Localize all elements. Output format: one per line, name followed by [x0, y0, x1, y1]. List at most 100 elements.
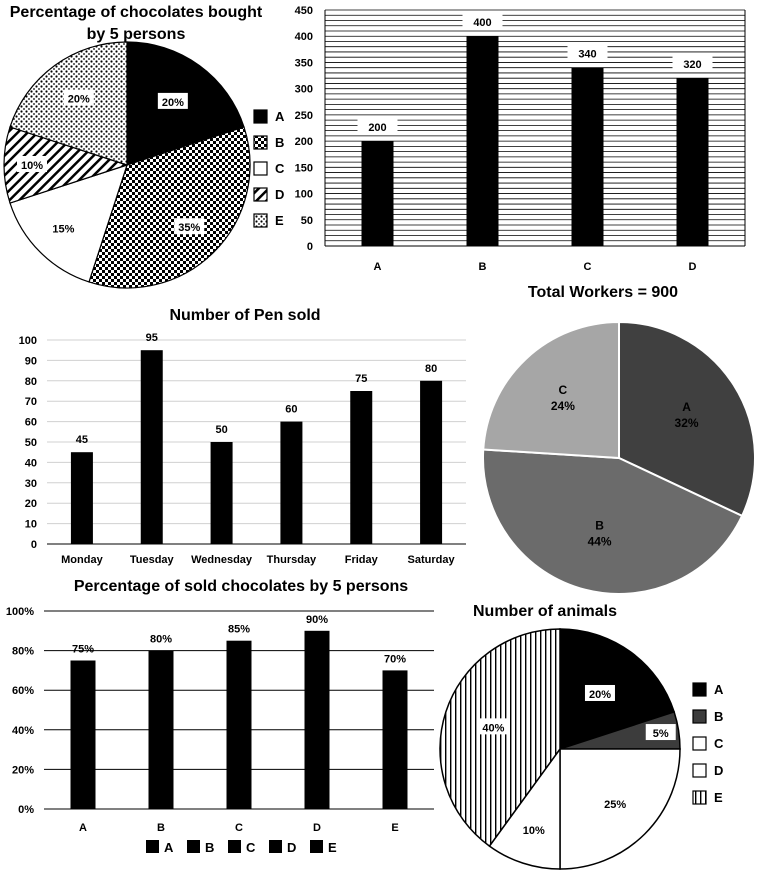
chart5-y-tick-label: 20%	[12, 764, 34, 776]
chart6-legend-swatch-c	[692, 736, 707, 751]
chart6-value-box-a	[584, 684, 615, 701]
chart3-value-label-monday: 45	[76, 434, 88, 446]
chart3-y-tick-label: 30	[25, 478, 37, 490]
chart6-slice-value-a: 20%	[589, 689, 611, 701]
chart5-category-label-d: D	[313, 822, 321, 834]
chart2-bar-chart: 0 50 100 150 200 250 300 350 400 450 200 A 400 B 340 C 3…	[295, 5, 746, 273]
chart5-legend-swatch-b	[187, 840, 200, 853]
chart3-value-label-wednesday: 50	[215, 424, 227, 436]
chart1-slice-value-a: 20%	[162, 97, 184, 109]
chart5-category-label-c: C	[235, 822, 243, 834]
chart6-legend-label-a: A	[714, 682, 724, 697]
chart3-pen-sold-bar: 0 10 20 30 40 50 60 70 80 90 100 45 Monday 95 Tuesday 5…	[19, 332, 466, 566]
chart1-legend-label-a: A	[275, 109, 285, 124]
chart3-value-label-tuesday: 95	[146, 332, 158, 344]
chart5-y-tick-label: 0%	[18, 804, 34, 816]
chart6-slice-value-b: 5%	[653, 728, 669, 740]
chart5-category-label-b: B	[157, 822, 165, 834]
chart3-y-tick-label: 60	[25, 417, 37, 429]
chart3-category-label-saturday: Saturday	[408, 554, 456, 566]
chart2-bar-a	[361, 141, 394, 246]
chart2-bar-b	[466, 36, 499, 246]
chart5-y-tick-label: 80%	[12, 646, 34, 658]
chart1-legend-label-b: B	[275, 135, 284, 150]
chart6-slice-a	[559, 628, 676, 751]
chart3-category-label-tuesday: Tuesday	[130, 554, 175, 566]
chart3-y-tick-label: 40	[25, 457, 37, 469]
chart3-category-label-wednesday: Wednesday	[191, 554, 253, 566]
chart2-y-tick-label: 350	[295, 57, 313, 69]
chart1-legend-swatch-e	[253, 213, 268, 228]
chart5-title: Percentage of sold chocolates by 5 perso…	[74, 578, 408, 595]
chart5-category-label-a: A	[79, 822, 87, 834]
chart2-y-tick-label: 50	[301, 215, 313, 227]
chart3-y-tick-label: 70	[25, 396, 37, 408]
chart5-legend-swatch-c	[228, 840, 241, 853]
chart5-bar-b	[148, 650, 174, 809]
chart6-value-box-e	[478, 718, 509, 735]
chart2-y-tick-label: 150	[295, 162, 313, 174]
chart3-bar-thursday	[280, 421, 303, 544]
chart4-slice-b	[482, 448, 744, 595]
chart1-slice-value-c: 15%	[52, 224, 74, 236]
chart5-value-label-c: 85%	[228, 624, 250, 636]
chart5-legend-label-e: E	[328, 840, 337, 855]
chart2-category-label-d: D	[689, 261, 697, 273]
chart2-y-tick-label: 200	[295, 136, 313, 148]
chart6-slice-value-d: 10%	[523, 825, 545, 837]
chart4-slice-label-a: A	[682, 400, 691, 414]
chart4-slice-c	[482, 320, 620, 460]
chart5-value-label-b: 80%	[150, 634, 172, 646]
chart1-legend-label-c: C	[275, 161, 285, 176]
chart4-slice-label-b: B	[595, 519, 604, 533]
chart3-value-label-friday: 75	[355, 373, 367, 385]
chart5-sold-chocolates-bar: 0%20%40%60%80%100%75%A80%B85%C90%D70%EA B…	[6, 606, 434, 855]
chart5-y-tick-label: 100%	[6, 606, 34, 618]
chart6-legend-label-b: B	[714, 709, 723, 724]
chart6-slice-e	[439, 628, 561, 848]
chart3-y-tick-label: 90	[25, 355, 37, 367]
chart3-value-label-thursday: 60	[285, 404, 297, 416]
chart1-value-box-b	[174, 218, 205, 235]
chart5-bar-c	[226, 640, 252, 809]
chart3-y-tick-label: 80	[25, 376, 37, 388]
chart3-y-tick-label: 50	[25, 437, 37, 449]
chart1-legend-label-e: E	[275, 213, 284, 228]
chart6-legend-swatch-a	[692, 682, 707, 697]
chart2-category-label-c: C	[584, 261, 592, 273]
chart4-workers-pie: A 32% B 44% C 24%	[482, 320, 756, 595]
chart5-y-tick-label: 60%	[12, 685, 34, 697]
chart5-legend-label-a: A	[164, 840, 174, 855]
chart5-legend-swatch-e	[310, 840, 323, 853]
chart2-bar-d	[676, 78, 709, 246]
chart6-title: Number of animals	[473, 603, 617, 620]
chart1-value-box-e	[63, 89, 94, 106]
chart4-slice-value-c: 24%	[551, 399, 575, 413]
chart1-title-line2: by 5 persons	[87, 26, 186, 43]
chart3-y-tick-label: 0	[31, 539, 37, 551]
chart3-bar-tuesday	[140, 350, 163, 544]
chart2-value-label-a: 200	[368, 122, 386, 134]
chart6-legend-label-e: E	[714, 790, 723, 805]
chart2-value-box	[357, 117, 398, 136]
chart2-y-tick-label: 250	[295, 110, 313, 122]
chart4-slice-value-a: 32%	[675, 416, 699, 430]
chart5-y-tick-label: 40%	[12, 725, 34, 737]
chart1-legend-swatch-c	[253, 161, 268, 176]
chart3-bar-wednesday	[210, 442, 233, 544]
chart5-legend-label-c: C	[246, 840, 256, 855]
chart2-y-tick-label: 0	[307, 241, 313, 253]
chart2-value-box	[567, 43, 608, 62]
chart2-bar-c	[571, 67, 604, 246]
chart1-title-line1: Percentage of chocolates bought	[10, 4, 263, 21]
chart1-slice-d	[3, 126, 129, 204]
chart5-legend-swatch-a	[146, 840, 159, 853]
chart5-legend-label-d: D	[287, 840, 296, 855]
chart6-legend-label-c: C	[714, 736, 724, 751]
chart5-value-label-e: 70%	[384, 653, 406, 665]
chart1-slice-value-e: 20%	[68, 94, 90, 106]
chart2-y-tick-label: 300	[295, 84, 313, 96]
chart1-value-box-d	[17, 156, 47, 172]
